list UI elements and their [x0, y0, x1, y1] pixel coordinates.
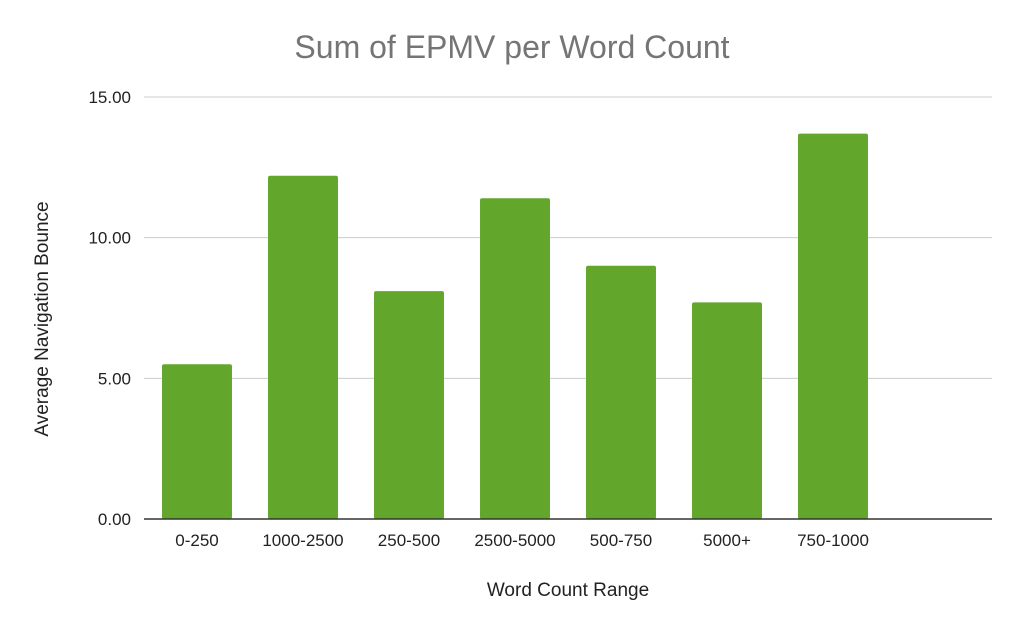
x-tick-label: 250-500 [378, 531, 440, 550]
bar-2500-5000[interactable] [480, 198, 550, 519]
y-tick-label: 15.00 [88, 88, 131, 107]
x-axis-ticks: 0-250 1000-2500 250-500 2500-5000 500-750 500… [175, 531, 869, 550]
bar-0-250[interactable] [162, 364, 232, 519]
y-axis-title: Average Navigation Bounce [32, 201, 53, 436]
bars [162, 133, 868, 520]
bar-250-500[interactable] [374, 291, 444, 519]
x-tick-label: 500-750 [590, 531, 652, 550]
y-tick-label: 0.00 [98, 510, 131, 529]
y-tick-label: 5.00 [98, 369, 131, 388]
bar-1000-2500[interactable] [268, 175, 338, 520]
x-tick-label: 1000-2500 [262, 531, 343, 550]
y-tick-label: 10.00 [88, 229, 131, 248]
chart-title: Sum of EPMV per Word Count [294, 29, 729, 65]
x-tick-label: 0-250 [175, 531, 218, 550]
x-tick-label: 2500-5000 [474, 531, 555, 550]
bar-750-1000[interactable] [798, 133, 868, 519]
bar-500-750[interactable] [586, 265, 656, 519]
x-tick-label: 5000+ [703, 531, 751, 550]
x-axis-title: Word Count Range [487, 580, 649, 601]
x-tick-label: 750-1000 [797, 531, 869, 550]
y-axis-ticks: 0.00 5.00 10.00 15.00 [88, 88, 131, 529]
bar-5000+[interactable] [692, 302, 762, 519]
